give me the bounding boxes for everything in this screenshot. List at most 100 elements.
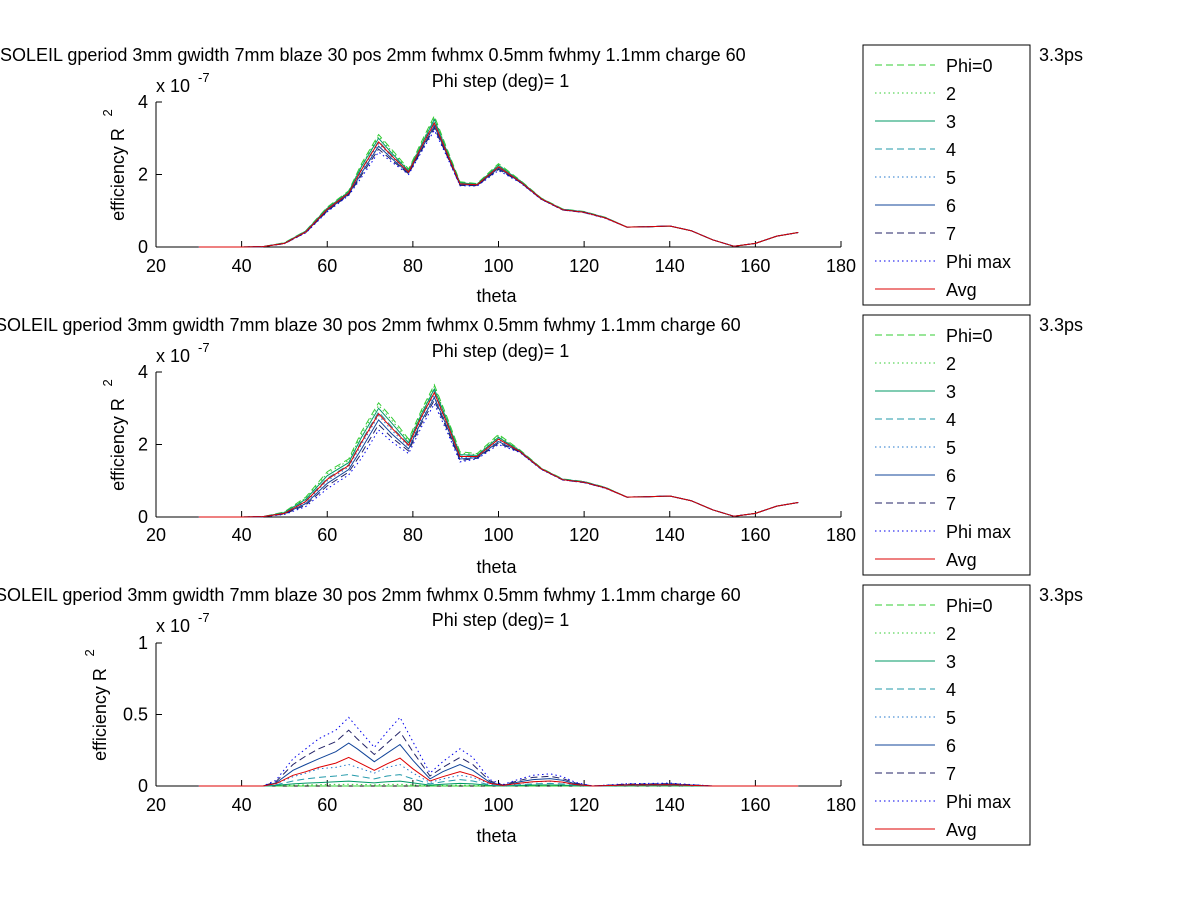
x-tick-label: 180: [826, 525, 856, 545]
axis-exponent-superscript: -7: [198, 70, 210, 85]
chart-title: SOLEIL gperiod 3mm gwidth 7mm blaze 30 p…: [0, 45, 746, 65]
y-tick-label: 2: [138, 165, 148, 185]
legend-entry-label: 3: [946, 382, 956, 402]
chart-legend: Phi=0 2 3 4 5 6 7 Phi max Avg: [862, 314, 1031, 576]
series-line-7: [198, 399, 799, 518]
legend-box: [862, 44, 1031, 306]
series-line-4: [198, 390, 799, 518]
y-tick-label: 0: [138, 237, 148, 257]
x-tick-label: 140: [655, 525, 685, 545]
legend-entry-label: 4: [946, 140, 956, 160]
x-axis-label: theta: [476, 286, 517, 306]
series-line-5: [198, 393, 799, 518]
legend-box: [862, 314, 1031, 576]
x-tick-label: 140: [655, 795, 685, 815]
series-line-phi-max: [198, 129, 799, 248]
x-tick-label: 100: [483, 525, 513, 545]
chart-subtitle: Phi step (deg)= 1: [432, 71, 570, 91]
series-line-2: [198, 783, 799, 787]
series-line-2: [198, 116, 799, 248]
series-line-phi-max: [198, 716, 799, 787]
legend-box: [862, 584, 1031, 846]
x-tick-label: 160: [740, 525, 770, 545]
legend-entry-label: Phi=0: [946, 596, 993, 616]
y-axis-label: efficiency R: [108, 398, 128, 491]
x-tick-label: 60: [317, 795, 337, 815]
chart-subtitle: Phi step (deg)= 1: [432, 610, 570, 630]
legend-entry-label: Avg: [946, 280, 977, 300]
x-tick-label: 80: [403, 256, 423, 276]
x-tick-label: 80: [403, 525, 423, 545]
legend-entry-label: Avg: [946, 550, 977, 570]
chart-title-tail: 3.3ps: [1039, 315, 1083, 335]
legend-entry-label: 2: [946, 84, 956, 104]
y-tick-label: 4: [138, 92, 148, 112]
series-line-phi-0: [198, 114, 799, 248]
x-tick-label: 60: [317, 256, 337, 276]
legend-entry-label: Phi=0: [946, 326, 993, 346]
y-axis-label: efficiency R: [90, 668, 110, 761]
legend-entry-label: 5: [946, 168, 956, 188]
series-line-avg: [198, 391, 799, 518]
legend-entry-label: Phi max: [946, 252, 1011, 272]
series-line-4: [198, 120, 799, 248]
legend-entry-label: 5: [946, 438, 956, 458]
legend-entry-label: 6: [946, 736, 956, 756]
x-tick-label: 120: [569, 256, 599, 276]
legend-entry-label: Phi=0: [946, 56, 993, 76]
legend-entry-label: 7: [946, 494, 956, 514]
legend-entry-label: Phi max: [946, 792, 1011, 812]
y-axis-label: efficiency R: [108, 128, 128, 221]
x-tick-label: 180: [826, 256, 856, 276]
axis-exponent-superscript: -7: [198, 610, 210, 625]
series-line-3: [198, 118, 799, 248]
chart-legend: Phi=0 2 3 4 5 6 7 Phi max Avg: [862, 44, 1031, 306]
series-line-phi-max: [198, 402, 799, 518]
series-line-5: [198, 122, 799, 248]
series-line-7: [198, 127, 799, 248]
legend-entry-label: 6: [946, 196, 956, 216]
series-line-phi-0: [198, 383, 799, 518]
legend-entry-label: 7: [946, 224, 956, 244]
series-line-avg: [198, 756, 799, 787]
legend-entry-label: 7: [946, 764, 956, 784]
chart-title-tail: 3.3ps: [1039, 45, 1083, 65]
y-axis-label-superscript: 2: [100, 109, 115, 116]
x-tick-label: 40: [232, 795, 252, 815]
x-tick-label: 20: [146, 256, 166, 276]
legend-entry-label: 6: [946, 466, 956, 486]
x-tick-label: 40: [232, 525, 252, 545]
legend-entry-label: Avg: [946, 820, 977, 840]
x-tick-label: 20: [146, 795, 166, 815]
legend-entry-label: 3: [946, 112, 956, 132]
x-tick-label: 100: [483, 256, 513, 276]
x-tick-label: 100: [483, 795, 513, 815]
x-axis-label: theta: [476, 826, 517, 846]
chart-title-tail: 3.3ps: [1039, 585, 1083, 605]
series-line-5: [198, 763, 799, 787]
axis-exponent-label: x 10: [156, 616, 190, 636]
x-tick-label: 160: [740, 256, 770, 276]
legend-entry-label: 2: [946, 354, 956, 374]
axis-exponent-label: x 10: [156, 76, 190, 96]
x-tick-label: 120: [569, 525, 599, 545]
chart-title: SOLEIL gperiod 3mm gwidth 7mm blaze 30 p…: [0, 315, 741, 335]
legend-entry-label: 5: [946, 708, 956, 728]
x-tick-label: 140: [655, 256, 685, 276]
x-tick-label: 60: [317, 525, 337, 545]
y-axis-label-superscript: 2: [100, 379, 115, 386]
chart-legend: Phi=0 2 3 4 5 6 7 Phi max Avg: [862, 584, 1031, 846]
legend-entry-label: 2: [946, 624, 956, 644]
x-tick-label: 80: [403, 795, 423, 815]
y-tick-label: 0: [138, 507, 148, 527]
y-axis-label-superscript: 2: [82, 649, 97, 656]
chart-panel-3: SOLEIL gperiod 3mm gwidth 7mm blaze 30 p…: [0, 584, 1083, 846]
y-tick-label: 0.5: [123, 705, 148, 725]
x-axis-label: theta: [476, 557, 517, 577]
legend-entry-label: 4: [946, 410, 956, 430]
series-line-avg: [198, 121, 799, 248]
x-tick-label: 120: [569, 795, 599, 815]
axis-exponent-label: x 10: [156, 346, 190, 366]
series-line-2: [198, 385, 799, 518]
